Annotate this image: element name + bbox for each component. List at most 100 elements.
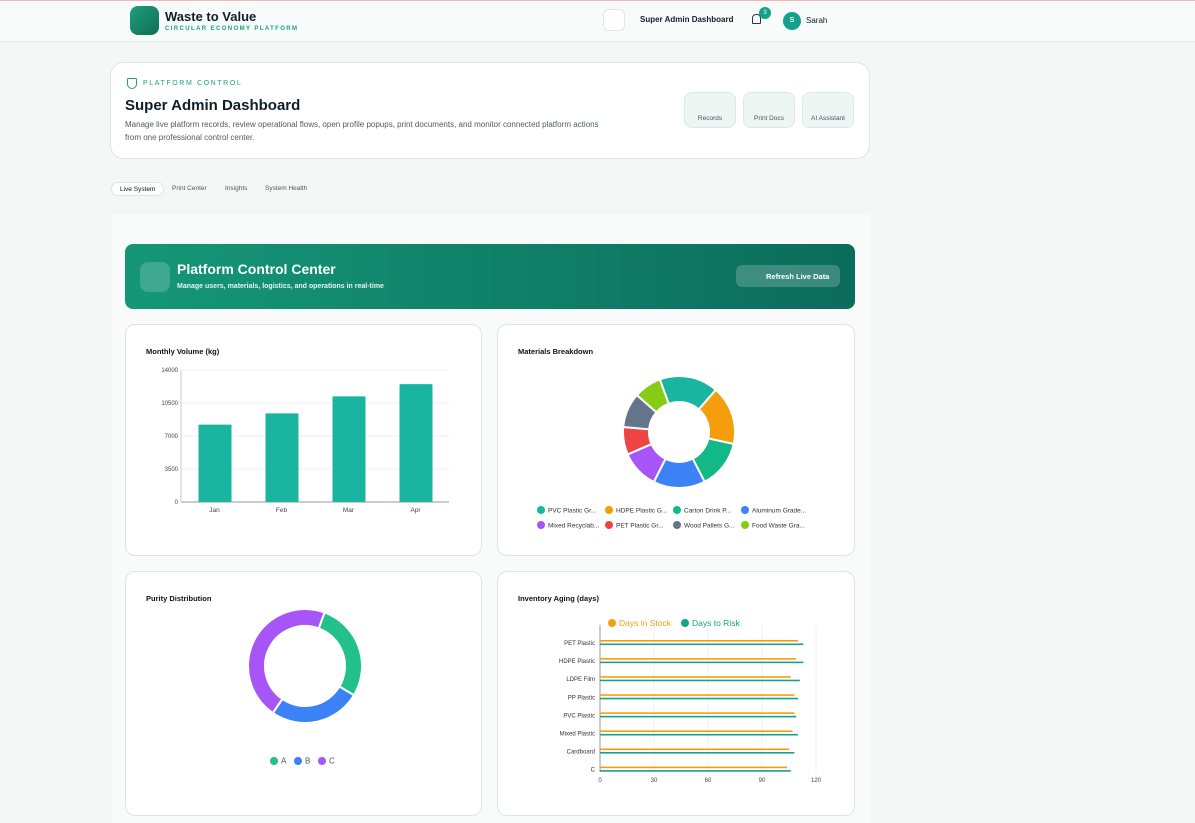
bar: [600, 694, 795, 696]
bar: [600, 752, 795, 754]
chart-card: Monthly Volume (kg) 0 3500 7000 10500 14000 Ja…: [125, 324, 482, 556]
hero-description: Manage live platform records, review ope…: [125, 120, 599, 142]
banner-title: Platform Control Center: [177, 261, 336, 277]
x-tick-label: 120: [811, 778, 822, 784]
legend-swatch: [537, 521, 545, 529]
bar: [600, 643, 804, 646]
y-tick-label: 0: [175, 500, 179, 506]
hero-title: Super Admin Dashboard: [125, 97, 301, 114]
bar: [600, 770, 791, 772]
user-name[interactable]: Sarah: [806, 16, 828, 25]
legend-swatch: [318, 757, 326, 765]
bar: [600, 661, 804, 664]
bar: [600, 697, 798, 700]
banner: [125, 244, 855, 309]
x-tick-label: Apr: [410, 507, 421, 514]
x-tick-label: Feb: [276, 507, 288, 514]
y-tick-label: 3500: [165, 467, 179, 473]
legend-label: Food Waste Gra...: [752, 523, 805, 530]
chart-card: Materials Breakdown PVC Plastic Gr... HDPE…: [497, 324, 855, 556]
chart-title: Materials Breakdown: [518, 347, 593, 356]
bar: [600, 766, 788, 769]
y-tick-label: 14000: [161, 368, 178, 374]
bar: [600, 715, 797, 718]
legend-swatch: [605, 521, 613, 529]
tab[interactable]: Live System: [111, 182, 165, 196]
bell[interactable]: [752, 14, 761, 24]
legend-label: C: [329, 757, 335, 766]
bar: [265, 413, 299, 502]
legend-swatch: [741, 521, 749, 529]
top-bar: [0, 0, 1195, 42]
nav-title: Super Admin Dashboard: [640, 15, 734, 24]
legend-label: Aluminum Grade...: [752, 508, 806, 515]
y-tick-label: 7000: [165, 434, 179, 440]
brand: Waste to Value: [165, 9, 257, 24]
legend-label: PVC Plastic Gr...: [548, 508, 597, 515]
legend-swatch: [537, 506, 545, 514]
legend-label: Carton Drink P...: [684, 508, 731, 515]
legend-label: HDPE Plastic G...: [616, 508, 667, 515]
y-tick-label: C: [591, 768, 596, 774]
y-tick-label: Cardboard: [567, 750, 595, 756]
tab[interactable]: Insights: [225, 185, 248, 192]
legend-label: Days in Stock: [619, 618, 672, 628]
legend-swatch: [608, 619, 616, 627]
legend-swatch: [741, 506, 749, 514]
tab[interactable]: Print Center: [172, 185, 207, 192]
bar: [600, 748, 789, 751]
legend-swatch: [294, 757, 302, 765]
legend-label: Days to Risk: [692, 618, 740, 628]
bar: [399, 384, 433, 502]
action-button[interactable]: Records: [684, 92, 736, 128]
legend-swatch: [605, 506, 613, 514]
x-tick-label: Mar: [343, 507, 355, 514]
segment: [317, 611, 363, 697]
action-button[interactable]: Print Docs: [743, 92, 795, 128]
x-tick-label: 30: [651, 778, 658, 784]
legend-swatch: [673, 506, 681, 514]
segment: [635, 378, 670, 414]
y-tick-label: Mixed Plastic: [560, 731, 595, 737]
tagline: CIRCULAR ECONOMY PLATFORM: [165, 26, 299, 32]
shield: [127, 78, 137, 89]
segment: [271, 685, 356, 724]
x-tick-label: 60: [705, 778, 712, 784]
bar: [600, 733, 798, 736]
tab[interactable]: System Health: [265, 185, 308, 192]
chart-card: Purity Distribution A B C: [125, 571, 482, 816]
legend-label: B: [305, 757, 310, 766]
avatar[interactable]: S: [783, 12, 801, 30]
bar: [332, 396, 366, 502]
bar: [600, 712, 795, 714]
chart-title: Monthly Volume (kg): [146, 347, 220, 356]
badge: 3: [759, 7, 771, 19]
eyebrow: PLATFORM CONTROL: [143, 80, 243, 87]
legend-label: Mixed Recyclab...: [548, 523, 599, 530]
segment: [247, 608, 326, 715]
legend-swatch: [270, 757, 278, 765]
x-tick-label: 90: [759, 778, 766, 784]
bar: [600, 679, 800, 682]
chart-title: Purity Distribution: [146, 594, 212, 603]
x-tick-label: Jan: [209, 507, 220, 514]
banner-subtitle: Manage users, materials, logistics, and …: [177, 283, 384, 290]
refresh-button[interactable]: Refresh Live Data: [736, 265, 840, 287]
y-tick-label: 10500: [161, 401, 178, 407]
legend-swatch: [673, 521, 681, 529]
theme-button[interactable]: [603, 9, 625, 31]
x-tick-label: 0: [598, 778, 602, 784]
y-tick-label: PET Plastic: [564, 641, 595, 647]
y-tick-label: PVC Plastic: [563, 713, 595, 719]
logo[interactable]: [130, 6, 159, 35]
y-tick-label: LDPE Film: [566, 677, 595, 683]
y-tick-label: HDPE Plastic: [559, 659, 595, 665]
legend-label: A: [281, 757, 287, 766]
bar: [198, 424, 232, 502]
legend-label: PET Plastic Gr...: [616, 523, 664, 530]
action-button[interactable]: AI Assistant: [802, 92, 854, 128]
chart-title: Inventory Aging (days): [518, 594, 599, 603]
y-tick-label: PP Plastic: [568, 695, 595, 701]
legend-swatch: [681, 619, 689, 627]
